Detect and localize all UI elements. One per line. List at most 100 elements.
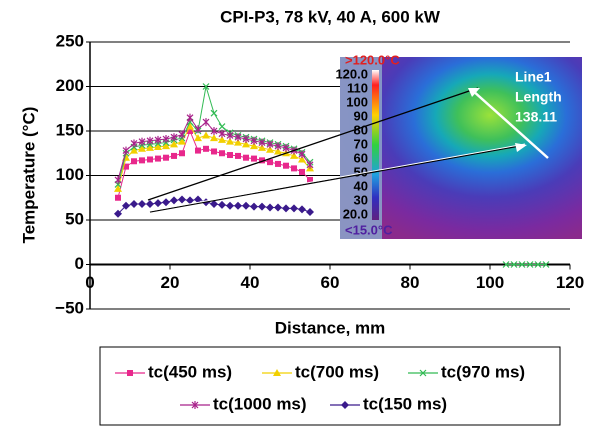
scale-label: 120.0	[335, 66, 368, 81]
marker-shape	[179, 150, 185, 157]
y-tick-label: 150	[56, 120, 84, 139]
y-tick-label: 250	[56, 31, 84, 50]
marker-shape	[518, 261, 526, 268]
data-point	[290, 204, 298, 213]
data-point	[179, 150, 185, 157]
marker-shape	[123, 163, 129, 170]
data-point	[259, 157, 265, 164]
data-point	[282, 143, 290, 152]
marker-shape	[138, 199, 146, 208]
data-point	[191, 401, 199, 409]
scale-label: 90	[354, 108, 368, 123]
marker-shape	[251, 155, 257, 162]
arrow-head	[515, 143, 527, 152]
scale-label: 110	[347, 80, 368, 95]
marker-shape	[210, 109, 218, 117]
data-point	[147, 156, 153, 163]
data-point	[542, 261, 550, 268]
marker-shape	[186, 122, 194, 130]
marker-shape	[178, 137, 186, 145]
data-point	[131, 158, 137, 165]
marker-shape	[202, 131, 210, 139]
marker-shape	[234, 138, 242, 146]
x-tick-label: 0	[85, 273, 94, 292]
data-point	[242, 201, 250, 210]
data-point	[210, 134, 218, 142]
data-point	[195, 147, 201, 154]
data-point	[267, 159, 273, 166]
marker-shape	[146, 143, 154, 151]
data-point	[210, 109, 218, 117]
data-point	[210, 199, 218, 208]
marker-shape	[242, 201, 250, 210]
scale-label: 30	[354, 192, 368, 207]
data-point	[283, 162, 289, 169]
x-tick-label: 100	[476, 273, 504, 292]
data-point	[154, 199, 162, 208]
data-point	[218, 135, 226, 143]
data-point	[274, 203, 282, 212]
marker-shape	[203, 145, 209, 152]
x-tick-label: 40	[241, 273, 260, 292]
data-point	[518, 261, 526, 268]
data-point	[154, 135, 162, 144]
marker-shape	[114, 184, 122, 192]
marker-shape	[163, 154, 169, 161]
data-point	[163, 154, 169, 161]
data-point	[258, 143, 266, 151]
scale-label: 40	[354, 178, 368, 193]
marker-shape	[258, 202, 266, 211]
data-point	[226, 131, 234, 140]
length-value: 138.11	[515, 109, 557, 125]
marker-shape	[162, 142, 170, 150]
data-point	[274, 147, 282, 155]
data-point	[122, 201, 130, 210]
marker-shape	[290, 204, 298, 213]
marker-shape	[218, 135, 226, 143]
marker-shape	[202, 83, 210, 90]
data-point	[282, 204, 290, 213]
marker-shape	[195, 147, 201, 154]
marker-shape	[274, 147, 282, 155]
data-point	[291, 165, 297, 172]
data-point	[298, 155, 306, 163]
data-point	[234, 138, 242, 146]
data-point	[306, 207, 314, 216]
marker-shape	[147, 156, 153, 163]
data-point	[502, 261, 510, 268]
x-tick-label: 120	[556, 273, 584, 292]
marker-shape	[194, 195, 202, 204]
marker-shape	[218, 200, 226, 209]
marker-shape	[211, 148, 217, 155]
marker-shape	[502, 261, 510, 268]
length-label: Length	[515, 89, 562, 105]
data-point	[251, 155, 257, 162]
marker-shape	[273, 369, 281, 376]
marker-shape	[299, 168, 305, 175]
marker-shape	[122, 201, 130, 210]
color-scale	[372, 70, 379, 220]
marker-shape	[131, 158, 137, 165]
y-axis-title: Temperature (°C)	[19, 107, 38, 244]
data-point	[162, 142, 170, 150]
data-point	[258, 202, 266, 211]
data-point	[114, 175, 122, 184]
data-point	[243, 154, 249, 161]
data-point	[210, 127, 218, 135]
data-point	[187, 128, 193, 134]
marker-shape	[306, 207, 314, 216]
legend-label: tc(1000 ms)	[213, 394, 307, 413]
x-axis-title: Distance, mm	[275, 318, 386, 337]
marker-shape	[186, 196, 194, 205]
data-point	[114, 209, 122, 218]
data-point	[266, 203, 274, 212]
data-point	[186, 113, 194, 122]
data-point	[510, 261, 518, 268]
data-point	[307, 176, 313, 183]
marker-shape	[274, 203, 282, 212]
callout-arrows	[147, 87, 527, 213]
scale-label: 20.0	[343, 206, 368, 221]
marker-shape	[138, 144, 146, 152]
data-point	[226, 137, 234, 145]
